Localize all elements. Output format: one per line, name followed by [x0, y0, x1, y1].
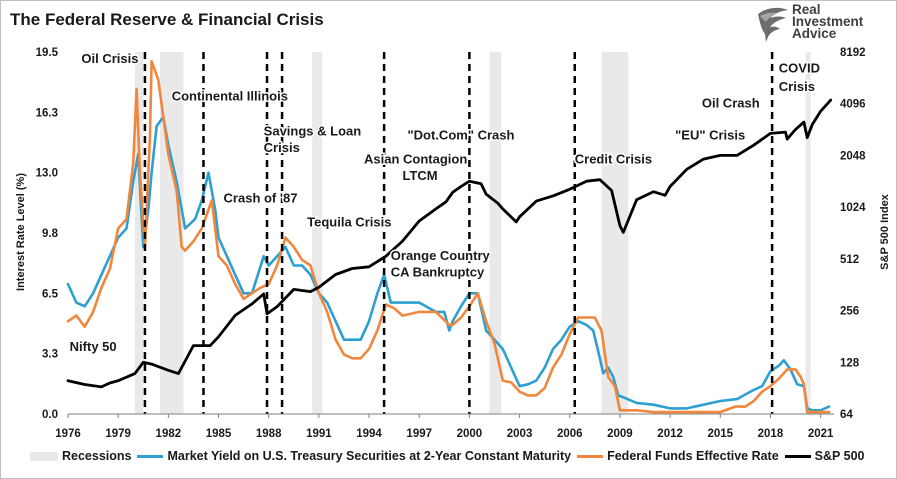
- annotation-label: Oil Crisis: [81, 51, 138, 66]
- chart-plot: 0.0 3.3 6.5 9.8 13.0 16.3 19.5 64 128 256 512 1024 2…: [15, 47, 891, 440]
- x-tick-label: 1997: [406, 428, 432, 440]
- logo-text: Real Investment Advice: [792, 2, 864, 41]
- y-tick-label: 6.5: [42, 288, 59, 300]
- y2-tick-label: 8192: [840, 47, 866, 59]
- y-tick-label: 13.0: [36, 168, 58, 180]
- annotation-label: "EU" Crisis: [675, 127, 745, 142]
- y2-tick-label: 2048: [840, 150, 866, 162]
- recession-band-2: [312, 52, 323, 414]
- annotation-label: LTCM: [402, 168, 437, 183]
- y-axis-label: Interest Rate Level (%): [15, 173, 27, 291]
- recession-band-3: [489, 52, 502, 414]
- logo-line-3: Advice: [792, 26, 837, 41]
- y2-axis-label: S&P 500 Index: [879, 193, 891, 269]
- legend-item-sp500: S&P 500: [784, 449, 865, 463]
- x-tick-label: 2000: [457, 428, 483, 440]
- annotation-label: COVID: [779, 60, 820, 75]
- x-tick-label: 2018: [758, 428, 784, 440]
- logo-line-2: Investment: [792, 14, 864, 29]
- x-tick-label: 2009: [607, 428, 633, 440]
- y-tick-label: 0.0: [42, 409, 58, 421]
- annotation-label: Credit Crisis: [575, 151, 652, 166]
- y2-tick-label: 256: [840, 306, 859, 318]
- y2-tick-label: 512: [840, 254, 859, 266]
- legend-item-recession: Recessions: [30, 449, 131, 463]
- annotation-label: Asian Contagion: [364, 151, 467, 166]
- treasury-series-layer: [66, 115, 831, 412]
- x-tick-label: 1979: [105, 428, 131, 440]
- legend-label-treasury: Market Yield on U.S. Treasury Securities…: [167, 449, 572, 463]
- legend-swatch-sp500: [784, 454, 811, 458]
- annotation-label: Continental Illinois: [172, 88, 288, 103]
- y2-tick-label: 128: [840, 357, 860, 369]
- x-tick-label: 1982: [156, 428, 182, 440]
- y-tick-label: 9.8: [42, 228, 59, 240]
- annotation-label: Crisis: [264, 140, 300, 155]
- y2-tick-label: 64: [840, 409, 853, 421]
- sp500-series-layer: [66, 98, 833, 389]
- annotation-label: CA Bankruptcy: [391, 265, 485, 280]
- recession-band-0: [134, 52, 144, 414]
- legend-item-treasury: Market Yield on U.S. Treasury Securities…: [137, 449, 571, 463]
- annotation-label: Nifty 50: [70, 339, 117, 354]
- legend-item-fedfunds: Federal Funds Effective Rate: [577, 449, 779, 463]
- x-tick-label: 1991: [306, 428, 332, 440]
- legend-label-sp500: S&P 500: [814, 449, 865, 463]
- legend: Recessions Market Yield on U.S. Treasury…: [30, 446, 870, 466]
- x-tick-label: 2021: [808, 428, 834, 440]
- legend-swatch-treasury: [137, 454, 164, 458]
- annotation-label: Crash of '87: [224, 190, 298, 205]
- y-tick-label: 3.3: [42, 349, 58, 361]
- legend-label-fedfunds: Federal Funds Effective Rate: [607, 449, 779, 463]
- x-tick-label: 1976: [55, 428, 81, 440]
- y-tick-label: 16.3: [36, 107, 58, 119]
- axes: 0.0 3.3 6.5 9.8 13.0 16.3 19.5 64 128 256 512 1024 2…: [36, 47, 867, 440]
- x-tick-label: 2003: [507, 428, 533, 440]
- series-line-fedfunds: [66, 59, 831, 414]
- series-line-treasury: [66, 115, 831, 412]
- y2-tick-label: 1024: [840, 202, 866, 214]
- y2-tick-label: 4096: [840, 99, 866, 111]
- crisis-lines: [143, 52, 774, 414]
- x-tick-label: 2012: [657, 428, 683, 440]
- legend-swatch-recession: [30, 451, 58, 461]
- x-tick-label: 1985: [206, 428, 232, 440]
- annotation-label: "Dot.Com" Crash: [408, 127, 515, 142]
- legend-label-recession: Recessions: [62, 449, 132, 463]
- series-line-sp500: [66, 98, 833, 389]
- annotation-label: Oil Crash: [702, 96, 760, 111]
- annotation-label: Orange Country: [391, 248, 491, 263]
- annotation-label: Crisis: [779, 79, 815, 94]
- annotation-label: Savings & Loan: [264, 124, 362, 139]
- x-tick-label: 2006: [557, 428, 583, 440]
- y-tick-label: 19.5: [36, 47, 59, 59]
- brand-logo: Real Investment Advice: [756, 2, 888, 44]
- recession-band-5: [805, 52, 811, 414]
- fedfunds-series-layer: [66, 59, 831, 414]
- logo-line-1: Real: [792, 2, 821, 17]
- x-tick-label: 1994: [356, 428, 382, 440]
- legend-swatch-fedfunds: [577, 454, 604, 458]
- x-tick-label: 2015: [707, 428, 733, 440]
- eagle-icon: [758, 7, 788, 42]
- annotation-label: Tequila Crisis: [307, 215, 391, 230]
- x-tick-label: 1988: [256, 428, 282, 440]
- chart-title: The Federal Reserve & Financial Crisis: [10, 10, 324, 29]
- recession-bands: [134, 52, 811, 414]
- annotations: Oil Crisis Continental Illinois Savings & …: [68, 50, 821, 356]
